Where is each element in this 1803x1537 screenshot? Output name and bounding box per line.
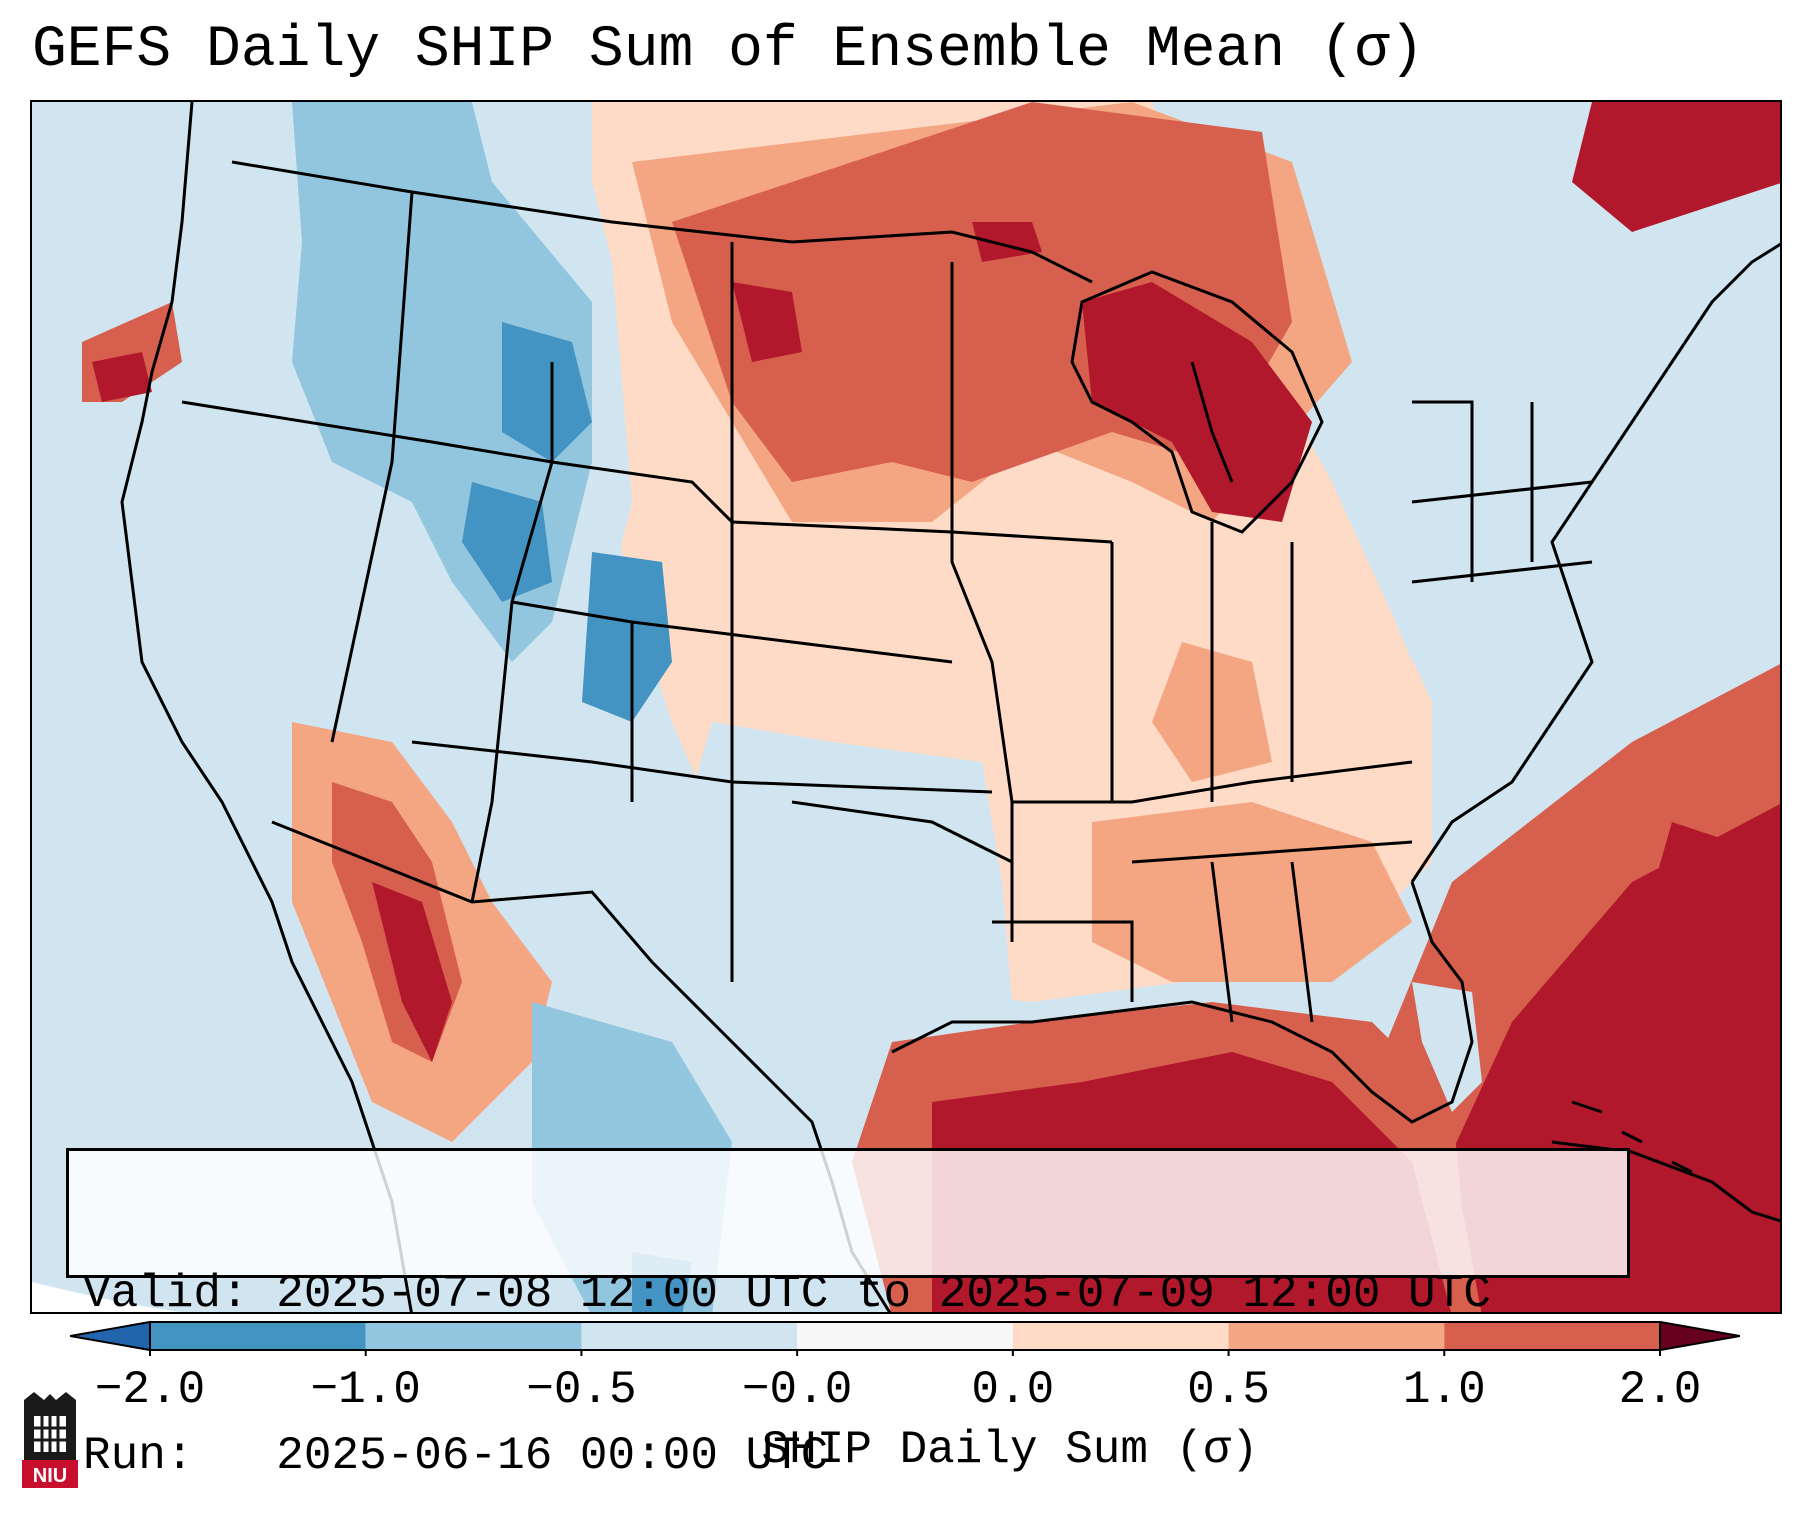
logo-text: NIU [33,1465,67,1487]
colorbar-tick-label: −0.0 [741,1364,853,1416]
colorbar-segment [581,1322,798,1350]
colorbar-extend-high [1659,1320,1740,1352]
colorbar-segment [150,1322,366,1350]
colorbar-segment [1444,1322,1660,1350]
colorbar-tick-label: 2.0 [1618,1364,1702,1416]
colorbar-segment [1228,1322,1445,1350]
niu-university-seal-icon: NIU [22,1392,78,1488]
colorbar-extend-low [70,1320,151,1352]
colorbar-label: SHIP Daily Sum (σ) [761,1424,1259,1476]
run-label: Run: [83,1430,194,1482]
valid-line: Valid: 2025-07-08 12:00 UTC to 2025-07-0… [83,1267,1613,1321]
colorbar [70,1320,1740,1356]
colorbar-segment [797,1322,1013,1350]
page-title: GEFS Daily SHIP Sum of Ensemble Mean (σ) [32,18,1425,83]
run-line: Run: 2025-06-16 00:00 UTC [83,1429,1613,1483]
colorbar-segment [1012,1322,1229,1350]
colorbar-tick-label: 0.0 [971,1364,1055,1416]
colorbar-tick-label: −0.5 [526,1364,637,1416]
colorbar-segment [365,1322,582,1350]
colorbar-tick-label: −2.0 [94,1364,206,1416]
colorbar-tick-label: 0.5 [1187,1364,1270,1416]
map-svg [32,102,1780,1312]
colorbar-tick-label: 1.0 [1402,1364,1486,1416]
colorbar-segments [149,1321,1661,1356]
domain-edge-left [32,1282,181,1312]
map-panel [30,100,1782,1314]
valid-run-info-box: Valid: 2025-07-08 12:00 UTC to 2025-07-0… [66,1148,1630,1482]
colorbar-tick-label: −1.0 [310,1364,421,1416]
run-value: 2025-06-16 00:00 UTC [276,1430,829,1482]
valid-value: 2025-07-08 12:00 UTC to 2025-07-09 12:00… [276,1268,1491,1320]
valid-label: Valid: [83,1268,249,1320]
outline-layer [120,102,1780,1312]
